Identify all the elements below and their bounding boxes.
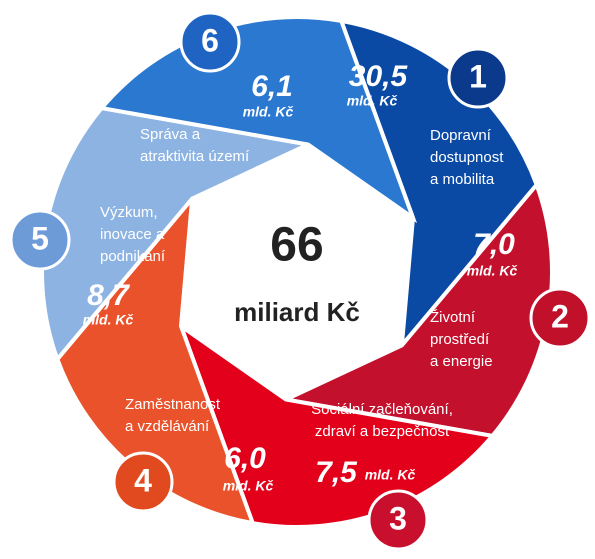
segment-label: a energie — [430, 353, 493, 370]
segment-label: inovace a — [100, 226, 165, 243]
segment-value: 30,5 — [349, 60, 409, 93]
segment-unit: mld. Kč — [243, 104, 294, 120]
segment-label: Zaměstnanost — [125, 396, 221, 413]
segment-label: a vzdělávání — [125, 418, 210, 435]
badge-number: 1 — [469, 58, 487, 94]
segment — [55, 192, 256, 526]
badge-number: 2 — [551, 298, 569, 334]
segment-label: atraktivita území — [140, 148, 250, 165]
badge-number: 3 — [389, 500, 407, 536]
segment-label: dostupnost — [430, 149, 504, 166]
badge — [367, 489, 429, 551]
segment-value: 7,5 — [315, 456, 358, 489]
segment-unit: mld. Kč — [223, 478, 274, 494]
segment-label: Životní — [430, 309, 476, 326]
segment — [40, 105, 315, 364]
segment-unit: mld. Kč — [83, 312, 134, 328]
badge — [447, 47, 509, 109]
segment-label: zdraví a bezpečnost — [315, 423, 450, 440]
badge — [112, 451, 174, 513]
segment-label: a mobilita — [430, 171, 495, 188]
badge-number: 4 — [134, 462, 152, 498]
segment-label: Výzkum, — [100, 204, 158, 221]
segment-value: 6,1 — [251, 70, 293, 103]
badge — [9, 209, 71, 271]
segments — [40, 15, 554, 529]
badge — [529, 287, 591, 349]
segment-unit: mld. Kč — [365, 467, 416, 483]
segment-unit: mld. Kč — [347, 93, 398, 109]
center-label: miliard Kč — [234, 297, 360, 327]
segment-unit: mld. Kč — [467, 263, 518, 279]
badge-number: 6 — [201, 22, 219, 58]
badge — [179, 11, 241, 73]
badge-number: 5 — [31, 220, 49, 256]
segment-value: 7,0 — [473, 228, 515, 261]
segment-value: 6,0 — [224, 442, 266, 475]
segment-label: Dopravní — [430, 127, 492, 144]
center-value: 66 — [270, 219, 323, 272]
segment-label: podnikání — [100, 248, 166, 265]
segment — [176, 320, 497, 529]
segment-label: prostředí — [430, 331, 490, 348]
segment-value: 8,7 — [87, 279, 130, 312]
segment-label: Správa a — [140, 126, 201, 143]
segment-label: Sociální začleňování, — [311, 401, 453, 418]
